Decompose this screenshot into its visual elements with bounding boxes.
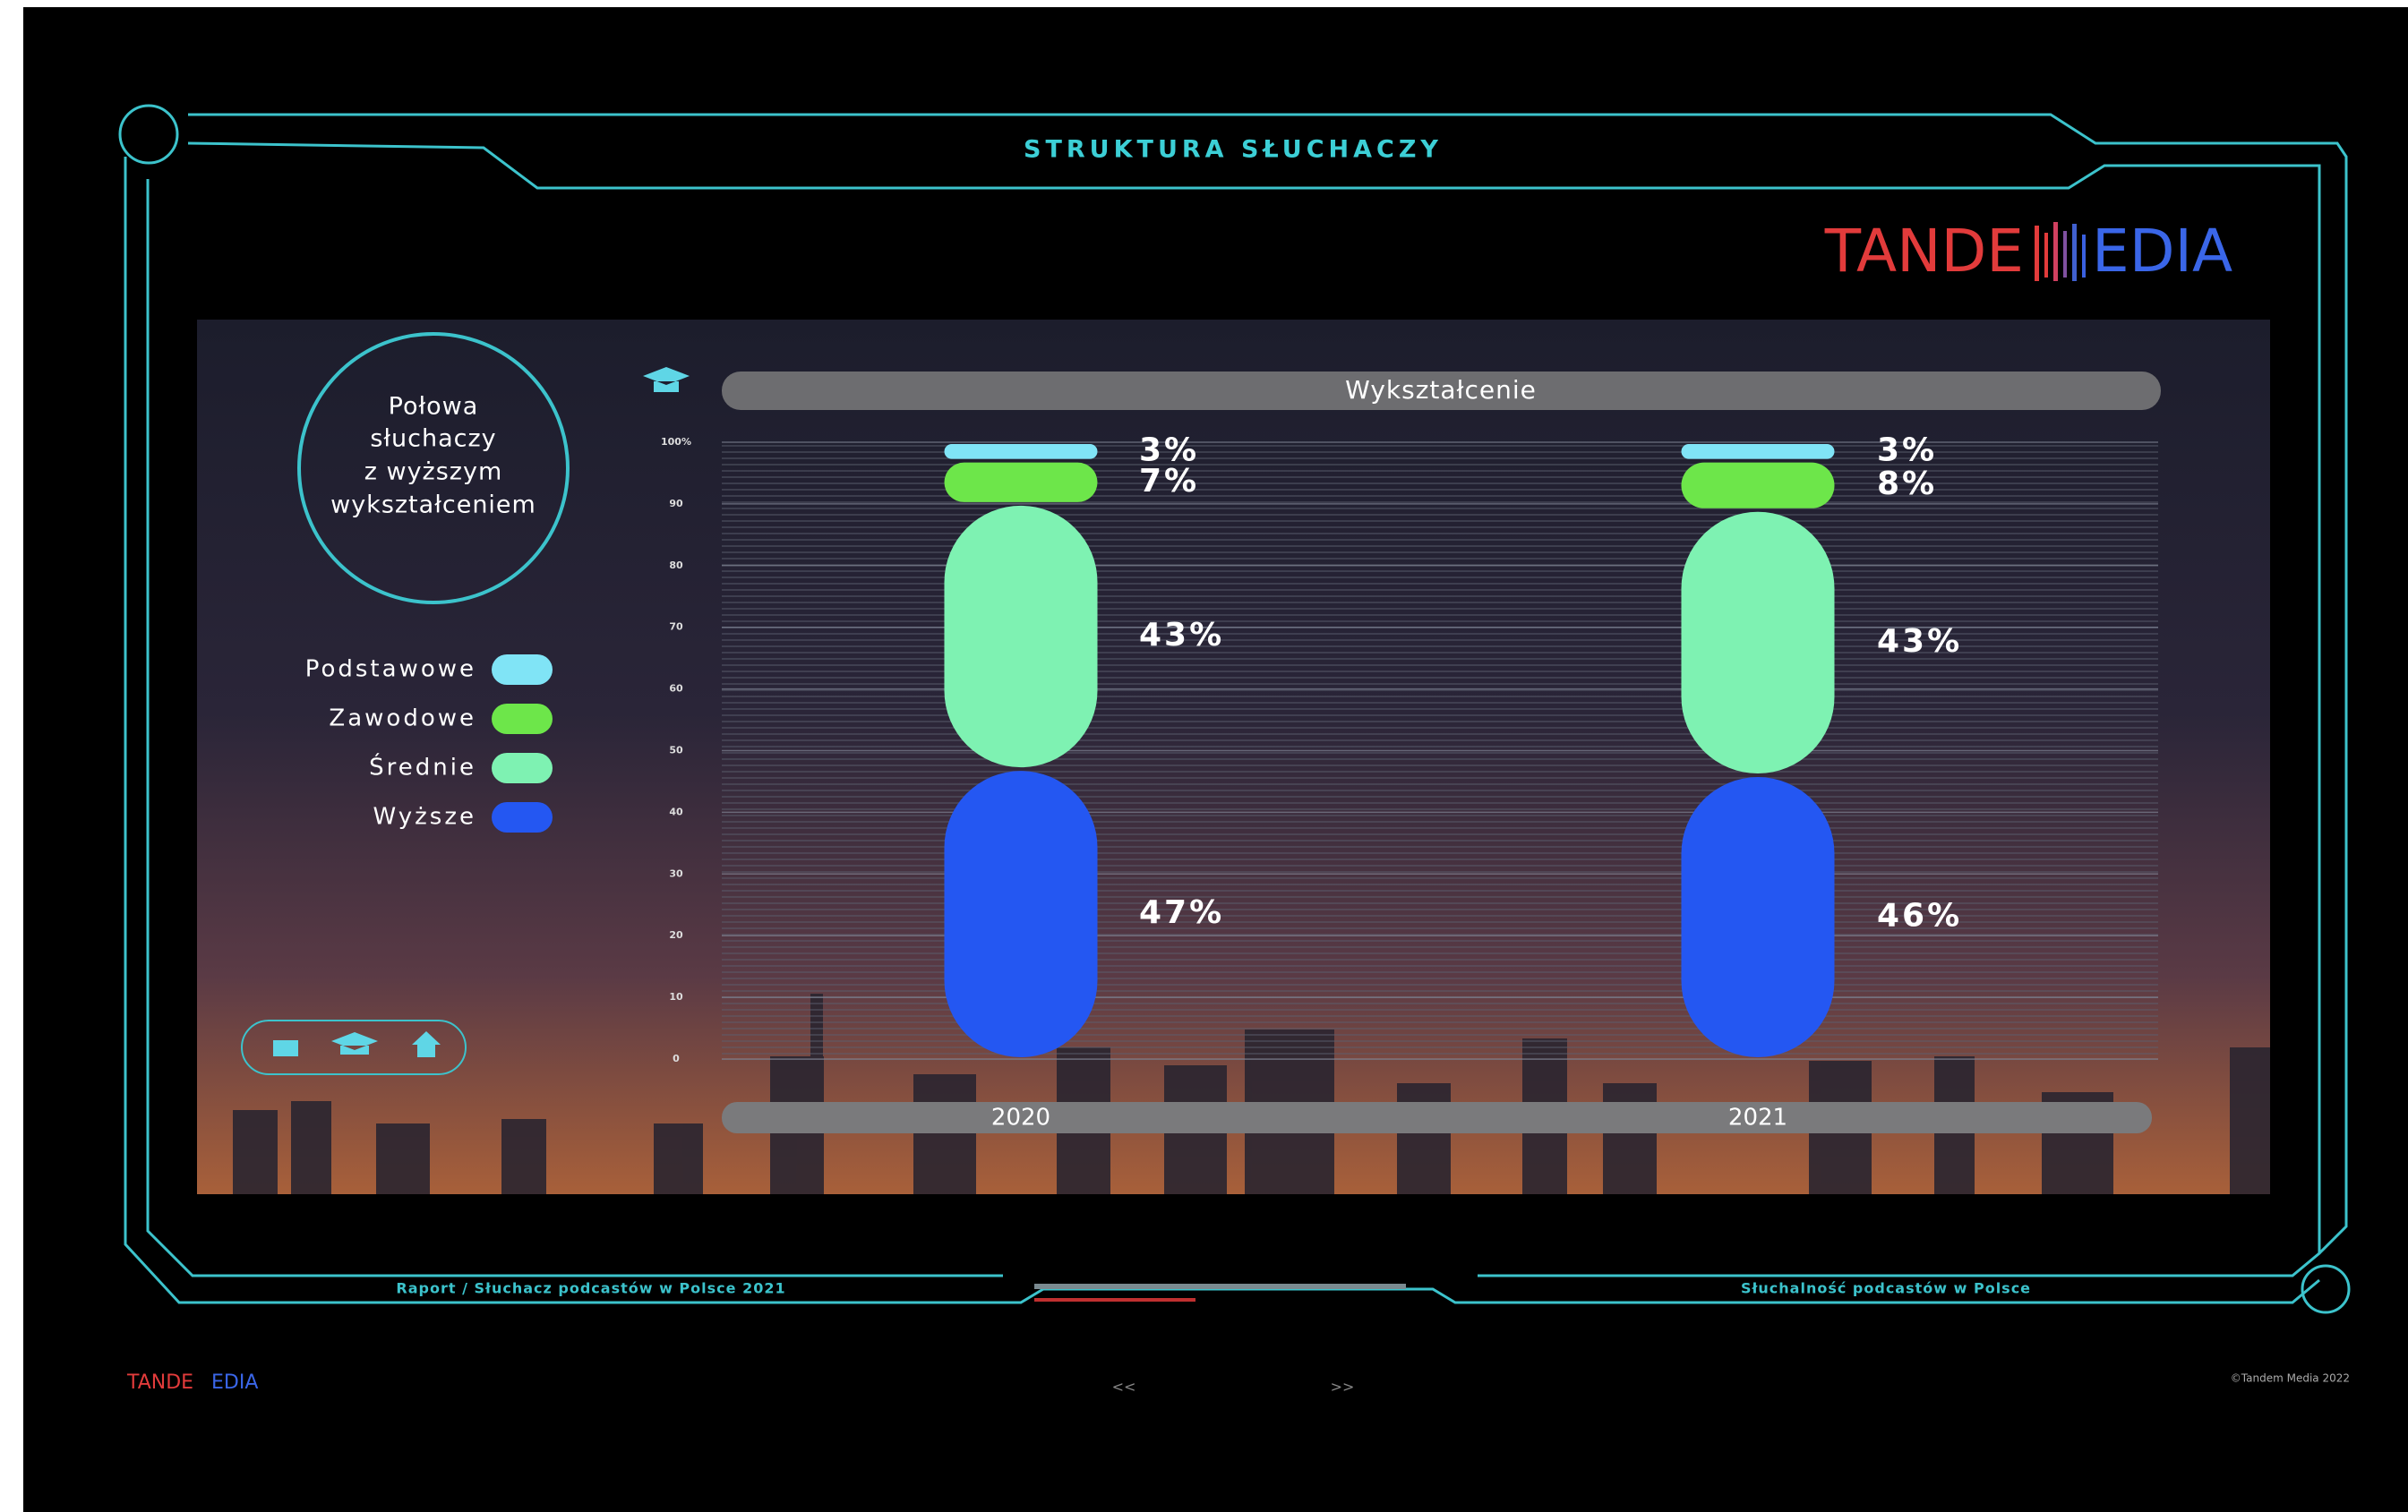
logo: TANDE EDIA (1824, 217, 2232, 286)
nav-next[interactable]: >> (1331, 1379, 1355, 1396)
value-label: 7% (1139, 463, 1199, 500)
legend-label: Wyższe (373, 804, 476, 831)
legend-label: Podstawowe (305, 656, 476, 683)
icon-home[interactable] (412, 1031, 441, 1057)
bar-segment (1681, 444, 1835, 459)
nav-prev[interactable]: << (1112, 1379, 1136, 1396)
y-tick-label: 90 (669, 498, 683, 509)
chart-title: Wykształcenie (1345, 375, 1537, 405)
copyright: ©Tandem Media 2022 (2231, 1372, 2350, 1385)
logo-mark (2035, 222, 2086, 281)
value-label: 3% (1139, 431, 1199, 468)
icon-cap[interactable] (331, 1032, 378, 1055)
logo-text: EDIA (2092, 217, 2232, 286)
bar-segment (944, 771, 1098, 1057)
callout-line: wykształceniem (330, 491, 536, 519)
chart-header (722, 372, 2161, 410)
chart-icon (643, 367, 690, 392)
legend-swatch (492, 704, 553, 734)
footer-right: Słuchalność podcastów w Polsce (1741, 1280, 2031, 1297)
y-tick-label: 70 (669, 621, 683, 633)
y-tick-label: 20 (669, 929, 683, 941)
y-tick-label: 0 (673, 1053, 680, 1064)
value-label: 8% (1877, 466, 1937, 502)
bar-segment (1681, 462, 1835, 508)
legend-swatch (492, 654, 553, 685)
y-tick-label: 40 (669, 806, 683, 817)
callout-line: słuchaczy (370, 425, 496, 453)
y-tick-label: 100% (661, 436, 691, 448)
bar-segment (1681, 511, 1835, 774)
bar-segment (944, 505, 1098, 768)
logo-text: TANDE (1824, 217, 2024, 286)
legend-label: Średnie (369, 753, 476, 782)
y-tick-label: 50 (669, 745, 683, 756)
category-bar (722, 1102, 2152, 1133)
progress-track (1034, 1284, 1406, 1289)
legend-label: Zawodowe (329, 705, 476, 732)
plot: 0102030405060708090100%202047%43%7%3%202… (661, 431, 2158, 1132)
y-tick-label: 60 (669, 683, 683, 695)
callout-circle (297, 332, 570, 604)
x-tick-label: 2020 (991, 1105, 1050, 1132)
x-tick-label: 2021 (1728, 1105, 1787, 1132)
callout: Połowa słuchaczy z wyższym wykształcenie… (330, 393, 536, 519)
bar-segment (944, 462, 1098, 502)
y-tick-label: 30 (669, 867, 683, 879)
value-label: 47% (1139, 894, 1224, 931)
y-tick-label: 10 (669, 991, 683, 1003)
legend-swatch (492, 802, 553, 833)
icon-cake[interactable] (273, 1040, 298, 1056)
progress-fill (1034, 1298, 1195, 1302)
callout-line: Połowa (389, 393, 479, 421)
callout-line: z wyższym (364, 458, 503, 486)
nav-pill (241, 1020, 467, 1075)
value-label: 46% (1877, 898, 1962, 935)
legend-swatch (492, 753, 553, 783)
footer-left: Raport / Słuchacz podcastów w Polsce 202… (396, 1280, 785, 1297)
y-tick-label: 80 (669, 560, 683, 571)
footer-logo: TANDE (126, 1371, 193, 1394)
footer-logo: EDIA (211, 1371, 258, 1394)
value-label: 3% (1877, 431, 1937, 468)
footer: Raport / Słuchacz podcastów w Polsce 202… (396, 1280, 2031, 1297)
value-label: 43% (1139, 617, 1224, 653)
bar-segment (1681, 777, 1835, 1057)
value-label: 43% (1877, 623, 1962, 660)
bar-segment (944, 444, 1098, 459)
page-title: STRUKTURA SŁUCHACZY (1024, 136, 1443, 164)
